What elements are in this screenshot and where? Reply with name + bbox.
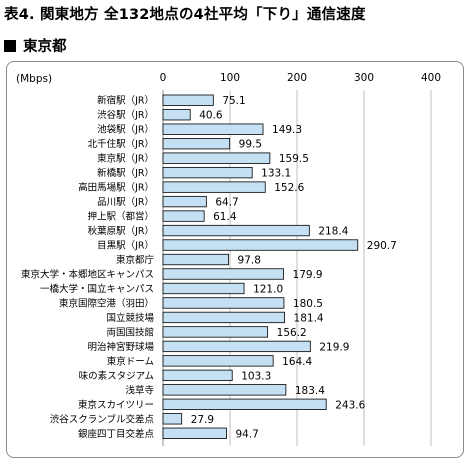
category-label: 目黒駅（JR） xyxy=(97,240,154,252)
x-axis-ticks: 0 100 200 300 400 xyxy=(160,72,441,84)
bars xyxy=(162,94,359,439)
data-label: 156.2 xyxy=(277,327,307,339)
category-label: 銀座四丁目交差点 xyxy=(78,428,155,440)
category-label: 新宿駅（JR） xyxy=(97,95,154,107)
category-label: 国立競技場 xyxy=(106,312,154,324)
data-label: 152.6 xyxy=(274,182,304,194)
bar xyxy=(162,340,311,353)
category-label: 東京スカイツリー xyxy=(78,399,154,411)
bar xyxy=(162,355,274,367)
data-label: 183.4 xyxy=(295,385,325,397)
data-label: 27.9 xyxy=(191,414,214,426)
category-label: 新橋駅（JR） xyxy=(97,167,154,179)
section-title: 東京都 xyxy=(4,35,67,56)
bar xyxy=(162,413,183,425)
category-label: 両国国技館 xyxy=(106,326,154,338)
x-tick-label: 0 xyxy=(160,72,167,84)
data-label: 290.7 xyxy=(367,240,397,252)
section-title-text: 東京都 xyxy=(23,39,67,55)
page-title: 表4. 関東地方 全132地点の4社平均「下り」通信速度 xyxy=(4,7,366,23)
data-label: 94.7 xyxy=(235,428,258,440)
bar xyxy=(162,94,214,106)
category-label: 一橋大学・国立キャンパス xyxy=(40,283,154,295)
category-label: 渋谷駅（JR） xyxy=(97,109,154,121)
bar xyxy=(162,326,269,338)
bar xyxy=(162,253,229,266)
category-label: 秋葉原駅（JR） xyxy=(88,225,154,237)
data-label: 149.3 xyxy=(272,124,302,136)
bar xyxy=(162,224,310,237)
data-labels: 75.1 40.6 149.3 99.5 159.5 133.1 152.6 64.7 61.4… xyxy=(191,95,397,440)
x-tick-label: 400 xyxy=(421,72,441,84)
data-label: 97.8 xyxy=(238,255,261,267)
bar xyxy=(162,282,245,295)
category-label: 東京駅（JR） xyxy=(97,153,154,165)
data-label: 40.6 xyxy=(199,110,223,122)
x-tick-label: 300 xyxy=(354,72,374,84)
data-label: 75.1 xyxy=(222,95,245,107)
bar xyxy=(162,384,287,396)
data-label: 179.9 xyxy=(293,269,323,281)
square-bullet-icon xyxy=(4,39,16,52)
category-label: 押上駅（都営） xyxy=(87,211,154,223)
category-labels: 新宿駅（JR） 渋谷駅（JR） 池袋駅（JR） 北千住駅（JR） 東京駅（JR） 新橋駅（… xyxy=(21,95,155,440)
bar xyxy=(162,398,327,410)
bar xyxy=(162,210,205,222)
bar xyxy=(162,311,285,324)
data-label: 133.1 xyxy=(261,168,291,180)
unit-label: (Mbps) xyxy=(16,73,52,85)
bar xyxy=(162,166,253,179)
category-label: 東京大学・本郷地区キャンパス xyxy=(21,269,154,281)
bar xyxy=(162,427,227,439)
category-label: 東京国際空港（羽田） xyxy=(59,297,154,309)
bar xyxy=(162,181,266,193)
category-label: 北千住駅（JR） xyxy=(88,138,154,150)
data-label: 219.9 xyxy=(319,341,349,353)
category-label: 浅草寺 xyxy=(125,384,154,396)
data-label: 159.5 xyxy=(279,153,309,165)
x-tick-label: 200 xyxy=(287,72,307,84)
bar xyxy=(162,369,233,382)
data-label: 181.4 xyxy=(294,312,324,324)
bar xyxy=(162,195,207,208)
data-label: 64.7 xyxy=(215,197,238,209)
data-label: 180.5 xyxy=(293,298,323,310)
category-label: 明治神宮野球場 xyxy=(87,341,154,353)
bar xyxy=(162,123,264,135)
bar xyxy=(162,239,359,251)
data-label: 103.3 xyxy=(241,370,271,382)
data-label: 61.4 xyxy=(213,211,237,223)
category-label: 東京都庁 xyxy=(116,254,155,266)
data-label: 99.5 xyxy=(239,139,262,151)
category-label: 渋谷スクランブル交差点 xyxy=(50,413,155,425)
category-label: 東京ドーム xyxy=(107,355,154,367)
category-label: 味の素スタジアム xyxy=(79,370,154,382)
category-label: 池袋駅（JR） xyxy=(97,124,154,136)
data-label: 243.6 xyxy=(335,399,365,411)
data-label: 121.0 xyxy=(253,283,283,295)
category-label: 品川駅（JR） xyxy=(97,196,154,208)
bar xyxy=(162,297,285,309)
bar xyxy=(162,268,284,280)
bar xyxy=(162,109,191,121)
bar xyxy=(162,152,271,164)
category-label: 高田馬場駅（JR） xyxy=(78,182,154,194)
data-label: 164.4 xyxy=(282,356,312,368)
data-label: 218.4 xyxy=(318,226,348,238)
x-tick-label: 100 xyxy=(220,72,240,84)
bar xyxy=(162,138,231,150)
